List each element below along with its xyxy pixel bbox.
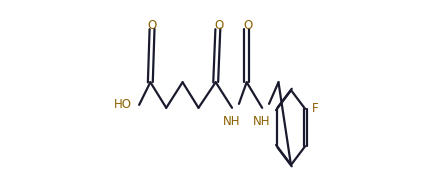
Text: F: F — [312, 102, 319, 115]
Text: O: O — [243, 19, 252, 31]
Text: NH: NH — [253, 115, 270, 128]
Text: NH: NH — [223, 115, 240, 128]
Text: O: O — [214, 19, 224, 31]
Text: O: O — [147, 19, 157, 31]
Text: HO: HO — [114, 98, 132, 111]
